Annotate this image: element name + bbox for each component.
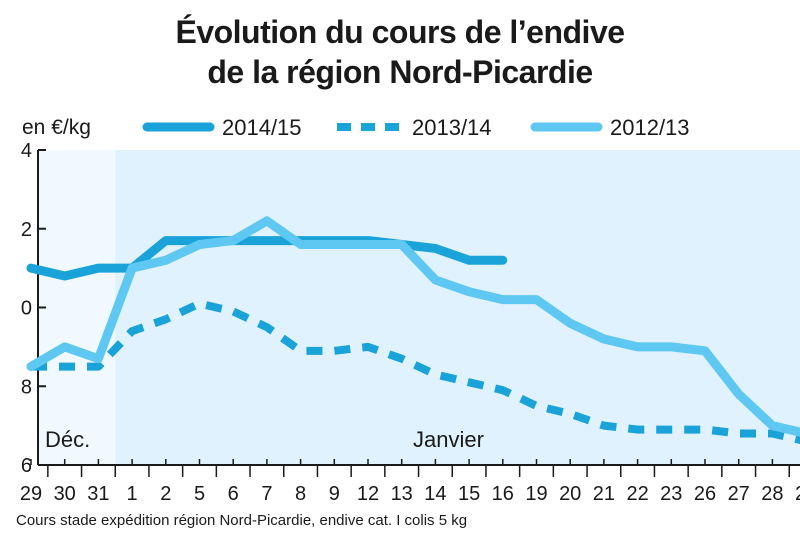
legend-label-2012-13: 2012/13 [610, 115, 690, 140]
legend-label-2013-14: 2013/14 [412, 115, 492, 140]
x-tick-label: 14 [424, 483, 446, 505]
x-tick-label: 2 [160, 483, 171, 505]
x-tick-label: 7 [261, 483, 272, 505]
x-tick-label: 22 [626, 483, 648, 505]
x-tick-label: 9 [329, 483, 340, 505]
legend-label-2014-15: 2014/15 [222, 115, 302, 140]
x-tick-label: 8 [295, 483, 306, 505]
x-tick-label: 27 [728, 483, 750, 505]
x-tick-label: 15 [458, 483, 480, 505]
y-tick-label: 8 [21, 376, 32, 398]
x-tick-label: 29 [795, 483, 800, 505]
chart-title-line-2: de la région Nord-Picardie [207, 54, 593, 90]
x-tick-label: 12 [357, 483, 379, 505]
chart-footnote: Cours stade expédition région Nord-Picar… [16, 512, 468, 529]
month-label-january: Janvier [413, 427, 484, 452]
x-tick-label: 26 [694, 483, 716, 505]
y-tick-label: 4 [21, 140, 32, 162]
x-tick-label: 16 [492, 483, 514, 505]
plot-bg-december [38, 150, 116, 465]
y-tick-label: 2 [21, 219, 32, 241]
y-tick-label: 6 [21, 455, 32, 477]
x-tick-label: 28 [761, 483, 783, 505]
x-tick-label: 20 [559, 483, 581, 505]
series-line-2014-15 [26, 236, 508, 281]
x-tick-label: 1 [127, 483, 138, 505]
series-line-2013-14 [31, 299, 800, 445]
month-label-december: Déc. [45, 427, 90, 452]
x-tick-label: 23 [660, 483, 682, 505]
x-tick-label: 19 [525, 483, 547, 505]
y-axis-label: en €/kg [22, 116, 91, 139]
chart-title: Évolution du cours de l’endive de la rég… [0, 12, 800, 92]
x-tick-label: 29 [20, 483, 42, 505]
y-tick-label: 0 [21, 298, 32, 320]
x-tick-label: 21 [593, 483, 615, 505]
x-tick-label: 13 [391, 483, 413, 505]
series-line-2012-13 [26, 216, 800, 437]
x-tick-label: 5 [194, 483, 205, 505]
x-tick-label: 6 [228, 483, 239, 505]
x-tick-label: 31 [87, 483, 109, 505]
x-tick-label: 30 [54, 483, 76, 505]
chart-title-line-1: Évolution du cours de l’endive [175, 14, 625, 50]
plot-bg-january [115, 150, 800, 465]
